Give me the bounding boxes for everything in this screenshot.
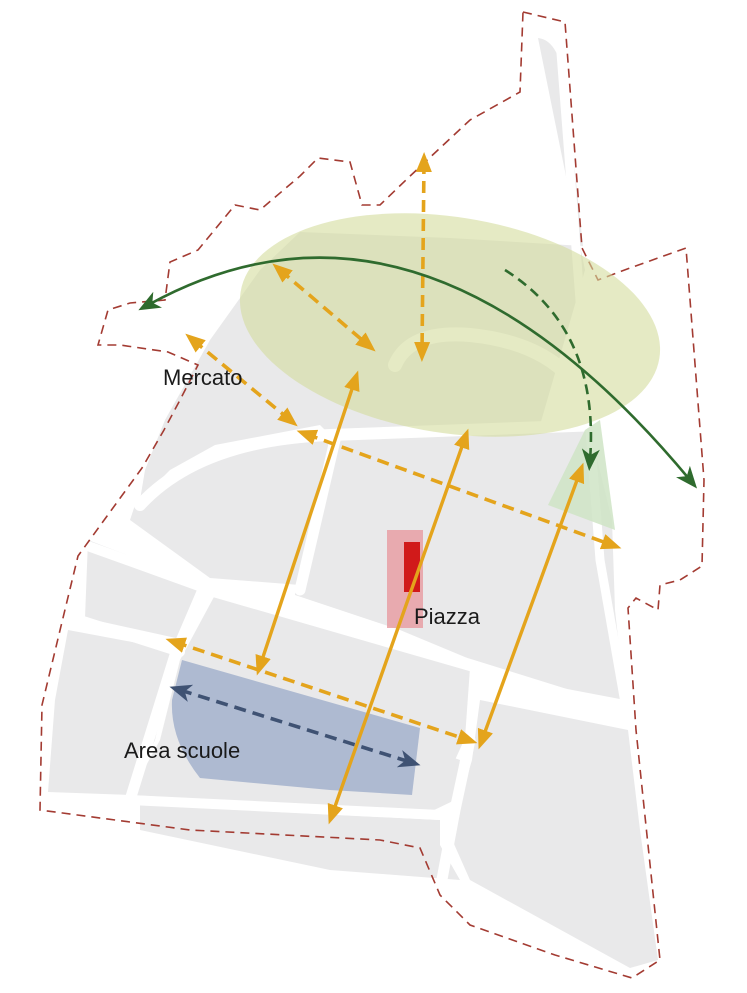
city-block-southeast <box>450 700 658 968</box>
green-dashed-arrow <box>504 268 600 471</box>
street-west-cross <box>80 540 215 595</box>
green-curved-arrow <box>138 256 698 489</box>
street-east <box>555 35 633 725</box>
label-mercato: Mercato <box>163 365 242 390</box>
label-area-scuole: Area scuole <box>124 738 240 763</box>
district-boundary <box>39 10 705 979</box>
city-block-southwest <box>85 540 205 640</box>
school-dashed-arrow <box>169 684 421 768</box>
street-southwest <box>75 615 185 657</box>
label-piazza: Piazza <box>414 604 481 629</box>
dashed-arrow-cross-north <box>296 429 622 550</box>
